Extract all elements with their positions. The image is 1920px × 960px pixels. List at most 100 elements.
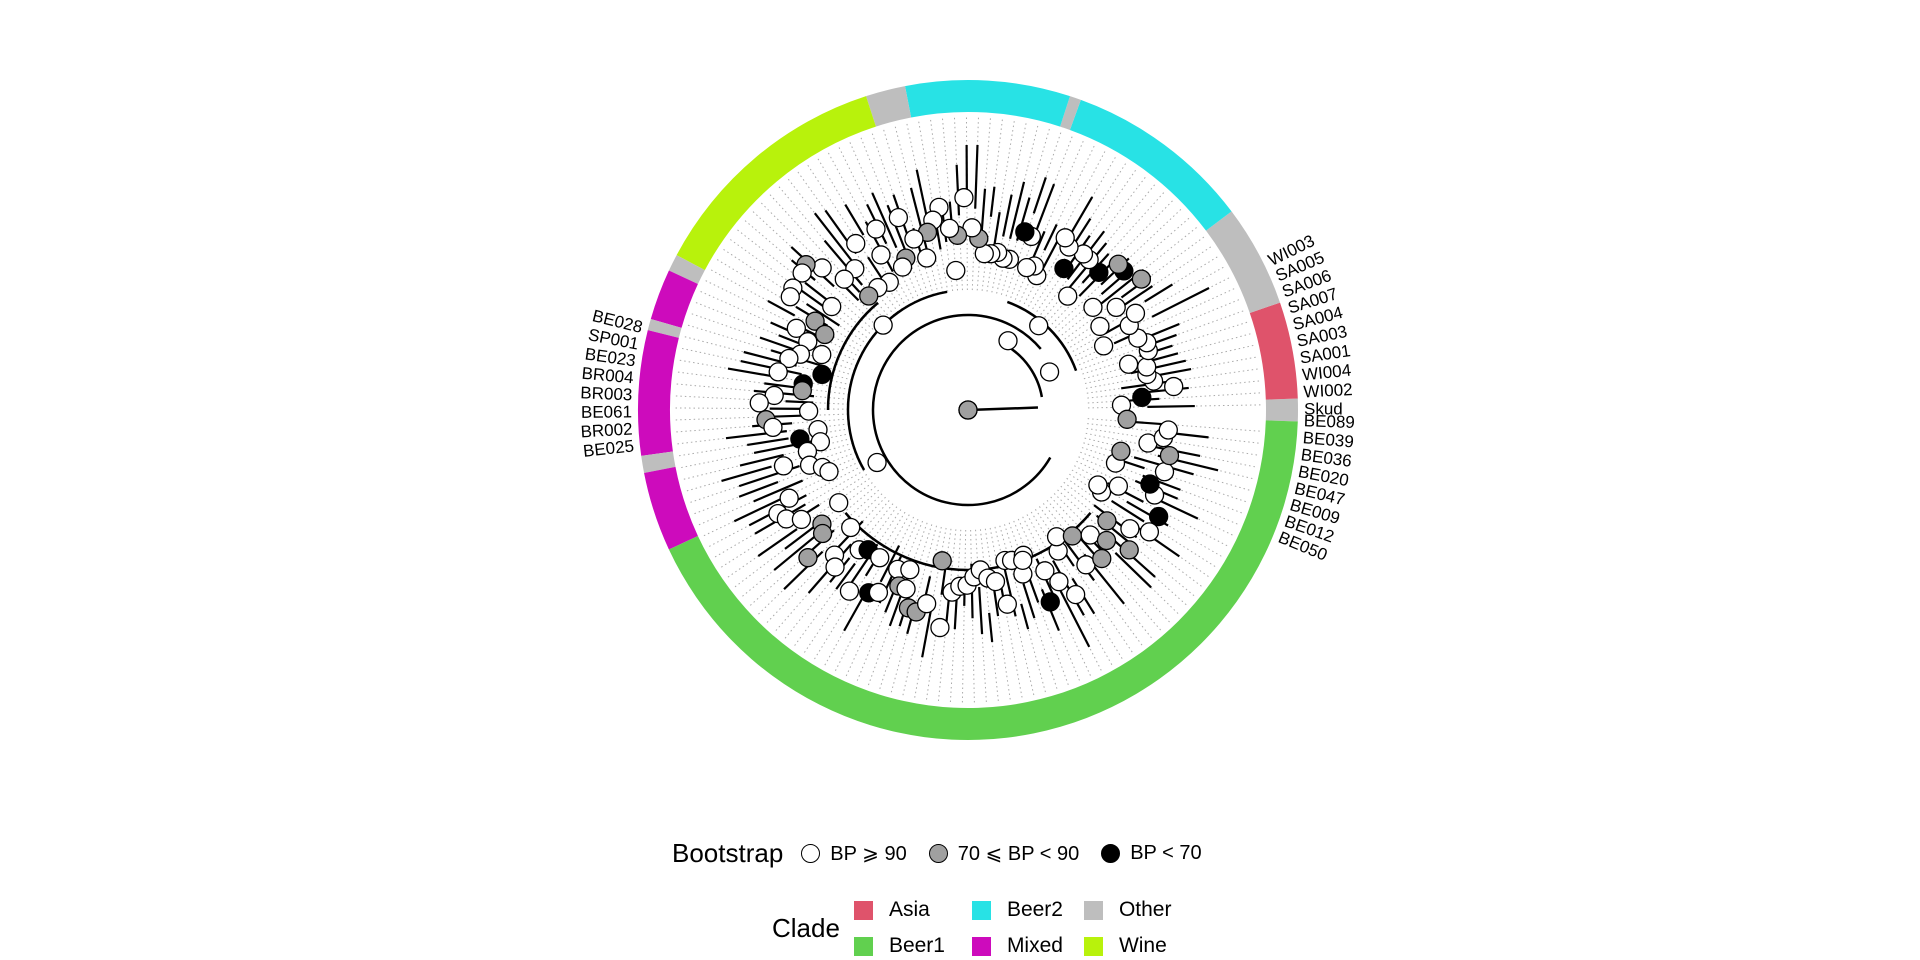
- bootstrap-node: [792, 381, 812, 401]
- tip-label: Skud: [1304, 399, 1343, 418]
- tip-branch: [1043, 224, 1058, 251]
- bootstrap-node: [904, 229, 924, 249]
- bootstrap-node: [917, 248, 937, 268]
- tip-branch: [879, 545, 901, 583]
- bootstrap-node: [1139, 522, 1160, 542]
- bootstrap-node: [829, 493, 849, 513]
- tip-branch: [806, 303, 841, 327]
- backbone-arc: [1004, 343, 1044, 398]
- tip-branch: [989, 186, 996, 217]
- bootstrap-node: [866, 219, 886, 239]
- clade-legend-item: Wine: [1083, 934, 1184, 958]
- clade-legend-label: Asia: [888, 898, 930, 921]
- bootstrap-node: [812, 258, 832, 278]
- bootstrap-node: [946, 260, 966, 281]
- bootstrap-node: [1164, 376, 1184, 397]
- bootstrap-node: [834, 269, 854, 289]
- bootstrap-nodes: [749, 188, 1184, 638]
- clade-legend-label: Wine: [1118, 934, 1167, 957]
- tip-branch: [1059, 590, 1091, 648]
- bootstrap-node: [779, 488, 799, 508]
- clade-swatch-wine: [1083, 936, 1103, 956]
- bootstrap-node: [1132, 387, 1152, 408]
- clade-ring-segment: [1265, 398, 1299, 422]
- tip-guide-line: [961, 529, 967, 705]
- bootstrap-node: [1148, 506, 1169, 527]
- bootstrap-node: [841, 517, 861, 538]
- clade-ring-segment: [866, 86, 912, 127]
- clade-legend-label: Other: [1118, 898, 1172, 921]
- clade-ring-segment: [668, 255, 705, 285]
- bootstrap-legend-title: Bootstrap: [672, 838, 784, 868]
- tip-label: BE039: [1302, 428, 1354, 451]
- bootstrap-node: [1017, 257, 1037, 278]
- tip-branch: [1052, 560, 1085, 616]
- bootstrap-node: [1035, 561, 1055, 581]
- bootstrap-node: [1040, 592, 1060, 612]
- tip-branch: [1020, 603, 1030, 630]
- bp-mid-dot: [928, 844, 948, 863]
- bootstrap-node: [1131, 269, 1152, 289]
- backbone-arc: [846, 290, 948, 471]
- bootstrap-node: [749, 393, 769, 413]
- tip-branch: [813, 212, 853, 262]
- clade-ring-segment: [641, 451, 676, 473]
- clade-ring-segment: [676, 96, 876, 271]
- bootstrap-node: [1058, 286, 1078, 306]
- tip-branch: [955, 164, 961, 216]
- bootstrap-node: [815, 324, 835, 345]
- clade-legend-label: Mixed: [1006, 934, 1063, 957]
- tip-branch: [1150, 352, 1179, 362]
- tip-branch: [974, 144, 979, 209]
- bootstrap-node: [1097, 511, 1117, 531]
- bootstrap-node: [763, 417, 783, 438]
- bootstrap-legend: Bootstrap BP ⩾ 90 70 ⩽ BP < 90 BP < 70: [672, 838, 1224, 869]
- bootstrap-node: [1083, 297, 1103, 318]
- clade-ring-segment: [644, 466, 698, 550]
- clade-legend-item: Beer1: [853, 934, 972, 958]
- bootstrap-legend-item: BP ⩾ 90: [801, 841, 907, 866]
- bootstrap-node: [791, 509, 812, 530]
- clade-legend-title: Clade: [772, 912, 840, 943]
- bootstrap-node: [1154, 462, 1175, 482]
- bootstrap-node: [1090, 316, 1110, 337]
- bootstrap-node: [1159, 445, 1180, 466]
- clade-ring-segment: [1249, 302, 1298, 400]
- bootstrap-node: [825, 557, 845, 577]
- tip-label: BR003: [580, 383, 633, 404]
- clade-ring-segment: [650, 270, 698, 328]
- tip-branch: [767, 299, 796, 317]
- bootstrap-node: [892, 257, 913, 277]
- bootstrap-node: [846, 233, 866, 254]
- bootstrap-node: [1111, 441, 1131, 461]
- bootstrap-node: [773, 456, 794, 476]
- bootstrap-legend-label: 70 ⩽ BP < 90: [957, 843, 1080, 865]
- bootstrap-node: [1080, 525, 1100, 545]
- bootstrap-node: [1106, 297, 1126, 318]
- backbone-arc: [826, 301, 879, 411]
- tip-branch: [844, 203, 865, 236]
- bootstrap-node: [930, 617, 950, 638]
- clade-swatch-asia: [853, 900, 873, 920]
- bootstrap-node: [1119, 540, 1139, 560]
- root-branch: [967, 406, 1039, 412]
- bp-high-dot: [801, 844, 821, 863]
- bp-low-dot: [1101, 844, 1121, 863]
- clade-legend-item: Other: [1083, 898, 1184, 922]
- bootstrap-node: [896, 579, 916, 599]
- phylogenetic-tree: SkudWI002WI004SA001SA003SA004SA007SA006S…: [580, 80, 1355, 740]
- bootstrap-node: [900, 560, 920, 580]
- bootstrap-node: [998, 331, 1018, 351]
- tree-branches: [826, 290, 1092, 572]
- bootstrap-node: [867, 452, 887, 473]
- tip-branch: [1144, 283, 1174, 303]
- tip-branch: [773, 533, 819, 571]
- bootstrap-node: [768, 362, 788, 382]
- bootstrap-node: [871, 245, 891, 265]
- tip-branch: [921, 610, 932, 658]
- clade-swatch-beer1: [853, 936, 873, 956]
- bootstrap-node: [810, 432, 831, 452]
- tip-branch: [1008, 181, 1026, 240]
- tip-labels: SkudWI002WI004SA001SA003SA004SA007SA006S…: [580, 231, 1355, 565]
- clade-legend-items: Asia Beer2 Other Beer1 Mixed Wine: [853, 898, 1184, 958]
